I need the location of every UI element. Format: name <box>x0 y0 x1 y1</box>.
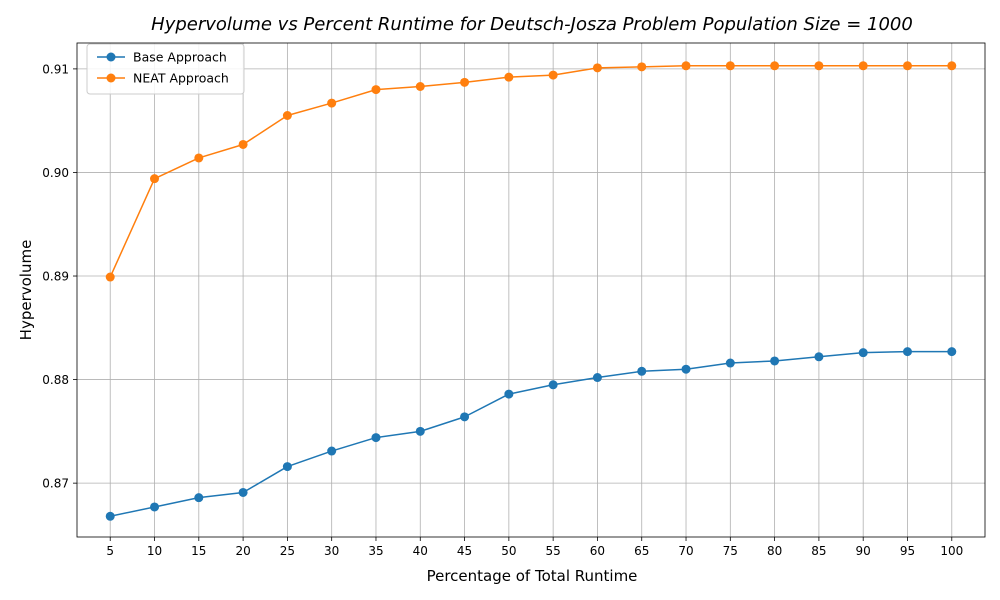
data-point-base-approach <box>238 487 248 497</box>
data-point-base-approach <box>770 356 780 366</box>
data-point-base-approach <box>947 347 957 357</box>
x-tick-label: 55 <box>546 544 561 558</box>
x-tick-label: 85 <box>811 544 826 558</box>
x-tick-label: 30 <box>324 544 339 558</box>
x-tick-label: 70 <box>678 544 693 558</box>
data-point-base-approach <box>548 380 558 390</box>
data-point-base-approach <box>460 412 470 422</box>
data-point-neat-approach <box>548 70 558 80</box>
data-series <box>105 61 957 521</box>
data-point-base-approach <box>592 373 602 383</box>
data-point-base-approach <box>105 511 115 521</box>
x-tick-label: 50 <box>501 544 516 558</box>
data-point-base-approach <box>725 358 735 368</box>
data-point-neat-approach <box>282 110 292 120</box>
x-tick-label: 20 <box>235 544 250 558</box>
data-point-neat-approach <box>814 61 824 71</box>
x-tick-label: 5 <box>106 544 114 558</box>
grid <box>77 43 985 537</box>
data-point-neat-approach <box>327 98 337 108</box>
x-tick-label: 90 <box>856 544 871 558</box>
data-point-base-approach <box>504 389 514 399</box>
series-line-base-approach <box>110 350 952 518</box>
data-point-base-approach <box>327 446 337 456</box>
data-point-base-approach <box>902 347 912 357</box>
y-tick-label: 0.87 <box>42 477 69 491</box>
chart-title: Hypervolume vs Percent Runtime for Deuts… <box>151 14 913 35</box>
data-point-base-approach <box>814 352 824 362</box>
data-point-base-approach <box>194 493 204 503</box>
series-line-neat-approach <box>109 65 952 278</box>
data-point-neat-approach <box>194 153 204 163</box>
x-tick-label: 100 <box>940 544 963 558</box>
y-tick-label: 0.90 <box>42 166 69 180</box>
data-point-neat-approach <box>681 61 691 71</box>
data-point-neat-approach <box>238 139 248 149</box>
x-tick-label: 60 <box>590 544 605 558</box>
data-point-neat-approach <box>504 72 514 82</box>
legend-box <box>86 43 245 95</box>
data-point-base-approach <box>371 433 381 443</box>
x-tick-label: 25 <box>280 544 295 558</box>
data-point-base-approach <box>858 348 868 358</box>
data-point-neat-approach <box>592 63 602 73</box>
x-tick-label: 10 <box>147 544 162 558</box>
data-point-base-approach <box>150 502 160 512</box>
y-tick-label: 0.89 <box>42 270 69 284</box>
legend-label-base-approach: Base Approach <box>133 50 227 65</box>
data-point-neat-approach <box>415 81 425 91</box>
y-tick-label: 0.88 <box>42 373 69 387</box>
x-tick-label: 35 <box>368 544 383 558</box>
legend-marker-base-approach <box>106 52 116 62</box>
legend-label-neat-approach: NEAT Approach <box>133 71 229 86</box>
data-point-base-approach <box>415 426 425 436</box>
data-point-neat-approach <box>105 272 115 282</box>
data-point-base-approach <box>637 366 647 376</box>
data-point-neat-approach <box>947 61 957 71</box>
series-base-approach <box>105 347 957 521</box>
y-tick-label: 0.91 <box>42 62 69 76</box>
x-tick-label: 95 <box>900 544 915 558</box>
legend: Base Approach NEAT Approach <box>86 43 245 95</box>
data-point-neat-approach <box>150 174 160 184</box>
x-axis-title: Percentage of Total Runtime <box>427 567 638 585</box>
data-point-neat-approach <box>725 61 735 71</box>
data-point-base-approach <box>681 364 691 374</box>
x-tick-label: 40 <box>413 544 428 558</box>
plot-area-frame <box>76 42 986 538</box>
axis-ticks: 5 10 15 20 25 30 35 40 45 50 55 60 65 70 75 80 85 90 95 100… <box>42 62 963 558</box>
x-tick-label: 45 <box>457 544 472 558</box>
data-point-neat-approach <box>858 61 868 71</box>
data-point-neat-approach <box>637 62 647 72</box>
data-point-neat-approach <box>460 77 470 87</box>
y-axis-title: Hypervolume <box>17 240 35 341</box>
x-tick-label: 80 <box>767 544 782 558</box>
data-point-neat-approach <box>902 61 912 71</box>
data-point-base-approach <box>282 462 292 472</box>
legend-marker-neat-approach <box>106 73 116 83</box>
series-neat-approach <box>105 61 957 282</box>
data-point-neat-approach <box>371 85 381 95</box>
data-point-neat-approach <box>770 61 780 71</box>
x-tick-label: 65 <box>634 544 649 558</box>
x-tick-label: 75 <box>723 544 738 558</box>
x-tick-label: 15 <box>191 544 206 558</box>
